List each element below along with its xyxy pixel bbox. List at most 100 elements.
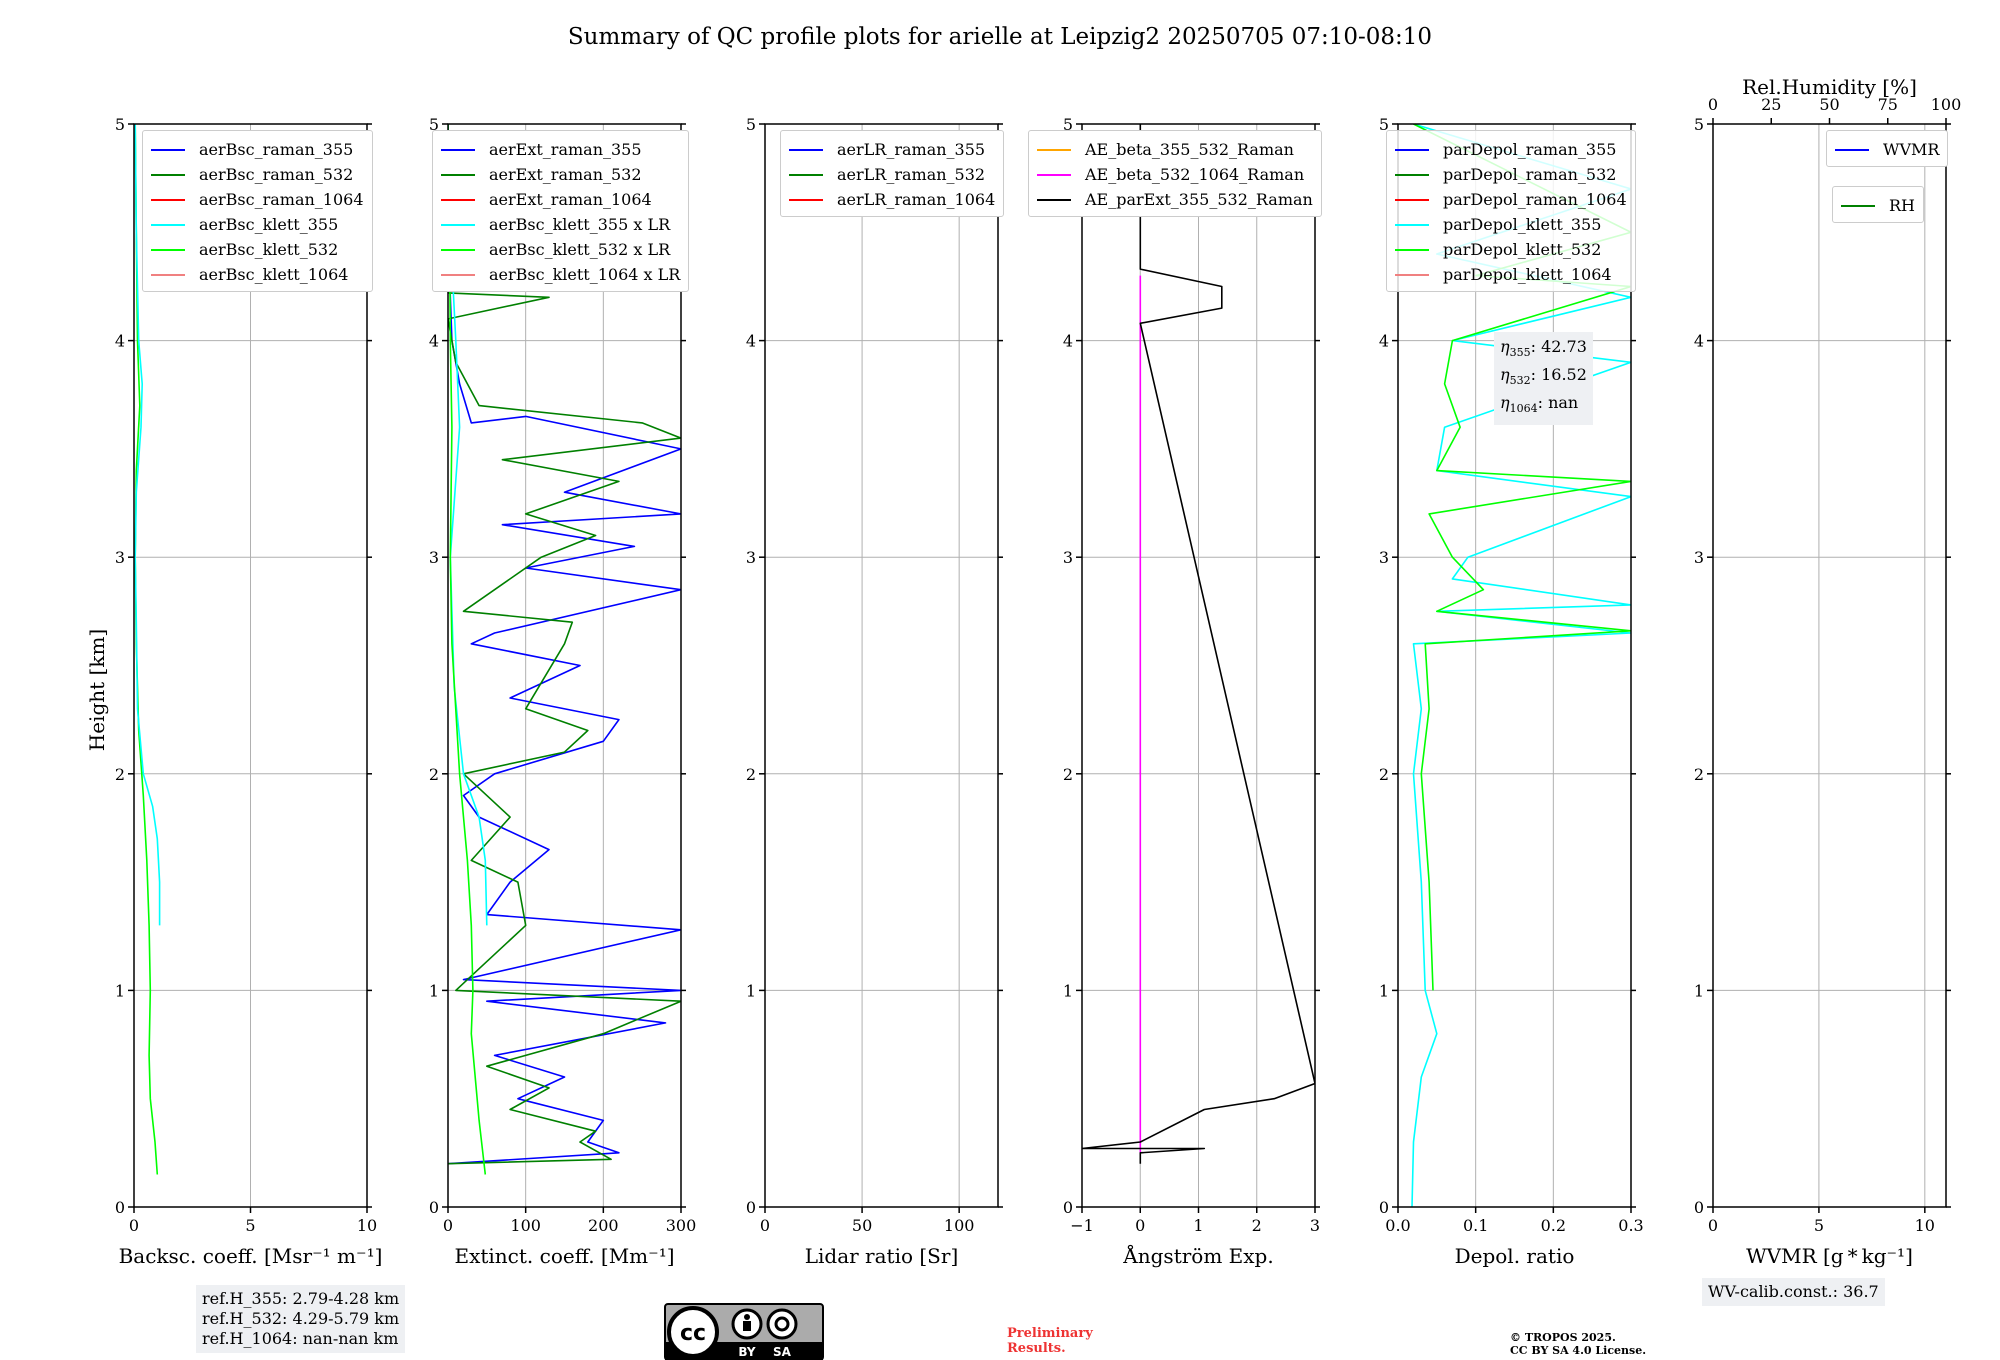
top-x-tick-label: 75	[1878, 95, 1898, 114]
legend-entry: aerBsc_klett_532 x LR	[441, 237, 680, 262]
legend-entry: aerBsc_klett_532	[151, 237, 364, 262]
legend-swatch	[1037, 148, 1071, 151]
y-tick-label: 3	[115, 548, 125, 567]
y-tick-label: 0	[1063, 1198, 1073, 1217]
panel-ext	[442, 123, 686, 1213]
legend-entry: aerLR_raman_1064	[789, 187, 995, 212]
axes-frame	[447, 123, 682, 1208]
by-label: BY	[738, 1345, 755, 1359]
ref-height-532: ref.H_532: 4.29-5.79 km	[202, 1309, 400, 1328]
y-tick-label: 4	[746, 332, 756, 351]
legend-label: parDepol_klett_355	[1443, 215, 1602, 234]
y-tick-label: 3	[1063, 548, 1073, 567]
legend-swatch	[1395, 173, 1429, 176]
series-line-parDepol_klett_532	[1413, 124, 1631, 991]
legend-swatch	[1395, 198, 1429, 201]
legend-entry: aerBsc_klett_355	[151, 212, 364, 237]
legend-swatch	[789, 198, 823, 201]
y-tick-label: 2	[1063, 765, 1073, 784]
legend-entry: aerBsc_klett_1064 x LR	[441, 262, 680, 287]
eta-sub-355: 355	[1509, 346, 1531, 360]
y-tick-label: 0	[429, 1198, 439, 1217]
legend-label: aerBsc_klett_1064	[199, 265, 349, 284]
panel-ae	[1076, 123, 1320, 1213]
legend-label: parDepol_klett_532	[1443, 240, 1602, 259]
legend-label: parDepol_klett_1064	[1443, 265, 1612, 284]
y-tick-label: 4	[1694, 332, 1704, 351]
series-line-parDepol_klett_355	[1411, 124, 1631, 1207]
legend-swatch	[1037, 173, 1071, 176]
y-tick-label: 3	[1694, 548, 1704, 567]
y-tick-label: 0	[746, 1198, 756, 1217]
wv-calib-box: WV-calib.const.: 36.7	[1702, 1278, 1885, 1306]
x-tick-label: 10	[1915, 1216, 1935, 1235]
axes-frame	[133, 123, 368, 1208]
legend-label: parDepol_raman_1064	[1443, 190, 1627, 209]
legend-entry: aerExt_raman_1064	[441, 187, 680, 212]
figure-title: Summary of QC profile plots for arielle …	[568, 24, 1432, 50]
top-x-tick-label: 25	[1761, 95, 1781, 114]
axes-frame	[1397, 123, 1632, 1208]
y-tick-label: 5	[115, 115, 125, 134]
legend-swatch	[151, 223, 185, 226]
x-tick-label: 2	[1252, 1216, 1262, 1235]
legend-label: aerLR_raman_1064	[837, 190, 996, 209]
legend-label: aerBsc_klett_355 x LR	[489, 215, 671, 234]
x-tick-label: 0.0	[1385, 1216, 1410, 1235]
copyright-line2: CC BY SA 4.0 License.	[1510, 1344, 1646, 1357]
sa-label: SA	[773, 1345, 792, 1359]
legend-entry: aerBsc_raman_355	[151, 137, 364, 162]
legend-entry: parDepol_klett_355	[1395, 212, 1627, 237]
legend-entry: RH	[1841, 193, 1915, 218]
top-x-tick-label: 100	[1931, 95, 1962, 114]
y-tick-label: 1	[746, 981, 756, 1000]
legend-swatch	[151, 173, 185, 176]
legend-entry: AE_beta_532_1064_Raman	[1037, 162, 1313, 187]
ref-heights-box: ref.H_355: 2.79-4.28 km ref.H_532: 4.29-…	[196, 1285, 406, 1353]
y-tick-label: 2	[746, 765, 756, 784]
y-tick-label: 4	[1063, 332, 1073, 351]
top-x-axis-label: Rel.Humidity [%]	[1742, 75, 1917, 99]
y-tick-label: 5	[1379, 115, 1389, 134]
legend-entry: aerExt_raman_532	[441, 162, 680, 187]
axes-frame	[1081, 123, 1316, 1208]
legend-swatch	[1841, 204, 1875, 207]
x-tick-label: 3	[1310, 1216, 1320, 1235]
shared-y-axis-label: Height [km]	[85, 629, 109, 751]
eta-sub-1064: 1064	[1509, 402, 1538, 416]
y-tick-label: 0	[115, 1198, 125, 1217]
x-tick-label: 50	[852, 1216, 872, 1235]
legend-swatch	[151, 248, 185, 251]
y-tick-label: 5	[1694, 115, 1704, 134]
x-tick-label: 0	[1135, 1216, 1145, 1235]
legend-swatch	[1395, 148, 1429, 151]
legend-entry: aerBsc_raman_1064	[151, 187, 364, 212]
ref-height-1064: ref.H_1064: nan-nan km	[202, 1329, 399, 1348]
legend-angstrom: AE_beta_355_532_Raman AE_beta_532_1064_Ra…	[1028, 130, 1322, 217]
legend-label: AE_parExt_355_532_Raman	[1085, 190, 1313, 209]
x-tick-label: 100	[510, 1216, 541, 1235]
top-x-tick-label: 0	[1708, 95, 1718, 114]
y-tick-label: 1	[115, 981, 125, 1000]
legend-label: aerExt_raman_532	[489, 165, 642, 184]
y-tick-label: 4	[1379, 332, 1389, 351]
y-tick-label: 5	[429, 115, 439, 134]
y-tick-label: 2	[1694, 765, 1704, 784]
y-tick-label: 1	[1694, 981, 1704, 1000]
legend-entry: AE_parExt_355_532_Raman	[1037, 187, 1313, 212]
legend-swatch	[1037, 198, 1071, 201]
legend-swatch	[151, 273, 185, 276]
x-axis-label-wv: WVMR [g * kg⁻¹]	[1746, 1244, 1913, 1268]
legend-wvmr: WVMR	[1826, 130, 1949, 167]
legend-entry: aerBsc_klett_355 x LR	[441, 212, 680, 237]
legend-rh: RH	[1832, 186, 1924, 223]
legend-entry: parDepol_klett_1064	[1395, 262, 1627, 287]
legend-entry: aerLR_raman_532	[789, 162, 995, 187]
legend-label: aerExt_raman_1064	[489, 190, 652, 209]
sa-icon	[766, 1308, 798, 1340]
y-tick-label: 2	[1379, 765, 1389, 784]
top-x-tick-label: 50	[1819, 95, 1839, 114]
axes-frame	[764, 123, 999, 1208]
y-tick-label: 1	[1379, 981, 1389, 1000]
